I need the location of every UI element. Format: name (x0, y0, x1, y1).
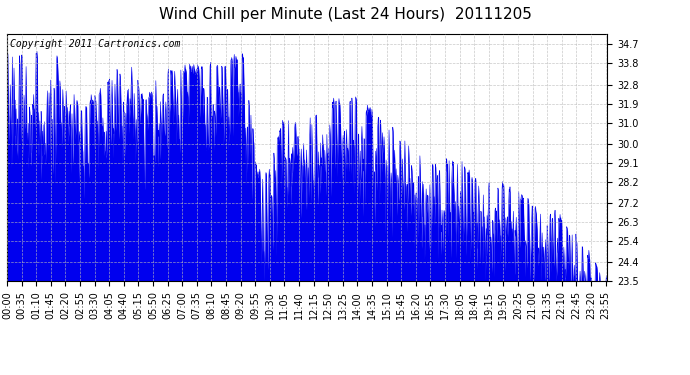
Text: Wind Chill per Minute (Last 24 Hours)  20111205: Wind Chill per Minute (Last 24 Hours) 20… (159, 8, 531, 22)
Text: Copyright 2011 Cartronics.com: Copyright 2011 Cartronics.com (10, 39, 180, 49)
